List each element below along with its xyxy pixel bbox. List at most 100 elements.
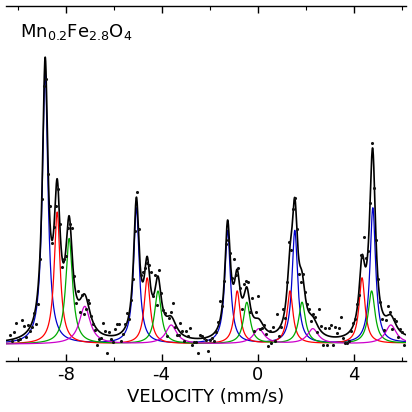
Point (300, 270, 307, 277)
Point (51, 224, 57, 230)
Point (153, 302, 160, 309)
Point (233, 272, 239, 279)
Point (243, 277, 249, 284)
Point (359, 254, 366, 260)
Point (357, 251, 364, 258)
Point (15, 337, 21, 343)
Point (221, 278, 227, 284)
Point (254, 293, 261, 300)
Point (171, 324, 178, 330)
Point (173, 331, 180, 338)
Point (37, 256, 43, 263)
Point (189, 342, 196, 349)
Text: Mn$_{0.2}$Fe$_{2.8}$O$_4$: Mn$_{0.2}$Fe$_{2.8}$O$_4$ (20, 22, 132, 42)
Point (246, 308, 253, 315)
Point (96, 336, 103, 342)
Point (49, 239, 55, 246)
Point (318, 323, 324, 330)
Point (73, 300, 79, 306)
Point (106, 329, 112, 336)
Point (94, 341, 101, 348)
Point (268, 339, 275, 346)
Point (191, 338, 198, 345)
Point (217, 297, 223, 304)
Point (185, 333, 192, 339)
Point (272, 337, 279, 344)
Point (361, 233, 368, 240)
Point (150, 293, 156, 299)
Point (120, 330, 126, 337)
Point (332, 324, 338, 330)
Point (19, 316, 26, 323)
Point (110, 339, 117, 346)
Point (349, 320, 356, 327)
Point (389, 326, 396, 332)
Point (128, 297, 134, 304)
Point (294, 225, 300, 232)
Point (316, 306, 322, 313)
Point (175, 332, 182, 338)
Point (104, 350, 110, 356)
Point (23, 334, 30, 340)
Point (371, 184, 378, 191)
Point (219, 302, 225, 309)
Point (159, 307, 166, 314)
X-axis label: VELOCITY (mm/s): VELOCITY (mm/s) (127, 389, 285, 407)
Point (124, 309, 130, 316)
Point (152, 272, 158, 278)
Point (391, 316, 398, 322)
Point (59, 264, 65, 270)
Point (90, 321, 97, 328)
Point (179, 328, 186, 335)
Point (31, 310, 37, 316)
Point (143, 260, 150, 267)
Point (78, 292, 85, 298)
Point (133, 189, 140, 195)
Point (337, 314, 344, 321)
Point (41, 82, 47, 89)
Point (343, 339, 350, 346)
Point (312, 314, 318, 321)
Point (395, 334, 401, 341)
Point (223, 241, 229, 247)
Point (399, 329, 405, 335)
Point (35, 301, 41, 308)
Point (387, 309, 393, 316)
Point (328, 322, 334, 328)
Point (381, 327, 388, 333)
Point (264, 343, 271, 349)
Point (298, 279, 304, 285)
Point (9, 337, 16, 344)
Point (345, 337, 352, 344)
Point (325, 325, 332, 332)
Point (201, 335, 208, 341)
Point (86, 300, 93, 306)
Point (292, 194, 299, 201)
Point (280, 306, 287, 312)
Point (323, 342, 330, 349)
Point (276, 332, 283, 339)
Point (296, 271, 302, 277)
Point (342, 339, 348, 346)
Point (266, 328, 273, 335)
Point (33, 321, 40, 328)
Point (54, 186, 61, 192)
Point (351, 315, 358, 322)
Point (250, 328, 257, 334)
Point (163, 333, 170, 339)
Point (339, 335, 346, 342)
Point (290, 205, 297, 212)
Point (11, 329, 18, 335)
Point (108, 336, 115, 343)
Point (82, 305, 89, 312)
Point (239, 306, 245, 312)
Point (181, 338, 188, 344)
Point (7, 331, 14, 338)
Point (66, 221, 73, 228)
Point (187, 325, 194, 331)
Point (157, 289, 164, 296)
Point (169, 300, 176, 307)
Point (100, 320, 107, 327)
Point (114, 321, 120, 328)
Point (25, 321, 31, 328)
